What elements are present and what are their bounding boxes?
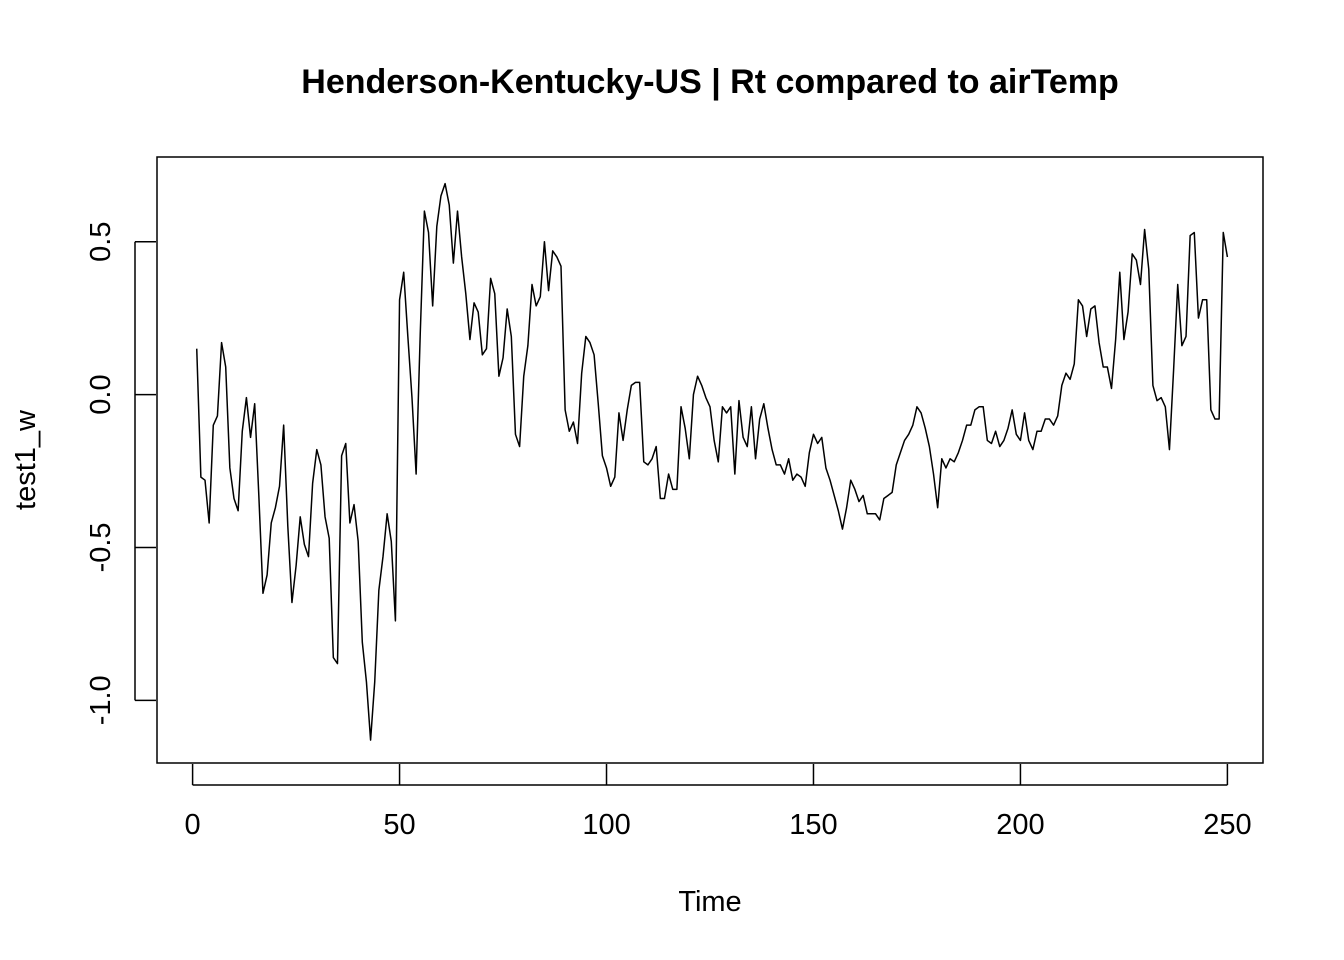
y-tick-label: 0.0: [85, 374, 117, 414]
x-tick-label: 100: [582, 809, 630, 841]
series-line: [195, 182, 1229, 741]
x-tick-label: 150: [789, 809, 837, 841]
chart-title: Henderson-Kentucky-US | Rt compared to a…: [301, 63, 1118, 101]
y-axis-label: test1_w: [10, 409, 42, 510]
y-tick-label: -0.5: [85, 522, 117, 572]
y-axis: -1.0 -0.5 0.0 0.5: [85, 222, 156, 725]
x-tick-label: 200: [996, 809, 1044, 841]
x-axis: 0 50 100 150 200 250: [185, 764, 1252, 841]
x-tick-label: 250: [1203, 809, 1251, 841]
x-axis-label: Time: [678, 886, 741, 918]
x-tick-label: 50: [383, 809, 415, 841]
y-tick-label: -1.0: [85, 675, 117, 725]
x-tick-label: 0: [185, 809, 201, 841]
plot-frame: [156, 156, 1264, 764]
y-tick-label: 0.5: [85, 222, 117, 262]
